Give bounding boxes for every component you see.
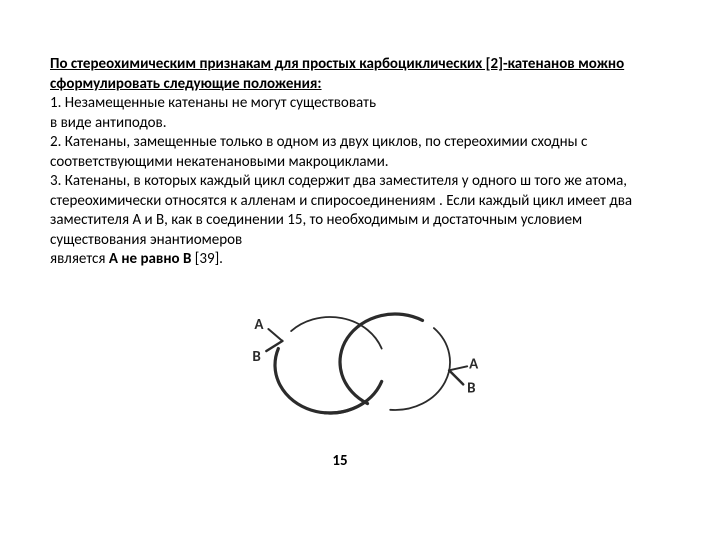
heading-text: По стереохимическим признакам для просты… <box>50 55 624 93</box>
catenane-svg: ABAB <box>235 300 485 440</box>
catenane-diagram: ABAB 15 <box>0 300 720 472</box>
para-3-suffix: [39]. <box>191 250 223 268</box>
para-2: 2. Катенаны, замещенные только в одном и… <box>50 133 670 172</box>
svg-text:A: A <box>254 316 264 334</box>
svg-text:B: B <box>467 379 475 397</box>
diagram-caption: 15 <box>0 452 720 472</box>
para-3-prefix: является <box>50 250 109 268</box>
heading: По стереохимическим признакам для просты… <box>50 55 670 94</box>
svg-text:A: A <box>469 355 479 373</box>
para-3-end: является А не равно В [39]. <box>50 250 670 270</box>
svg-text:B: B <box>252 348 260 366</box>
para-1a: 1. Незамещенные катенаны не могут сущест… <box>50 94 670 114</box>
para-3-bold: А не равно В <box>109 250 192 268</box>
para-3: 3. Катенаны, в которых каждый цикл содер… <box>50 172 670 250</box>
para-1b: в виде антиподов. <box>50 114 670 134</box>
text-block: По стереохимическим признакам для просты… <box>0 0 720 270</box>
